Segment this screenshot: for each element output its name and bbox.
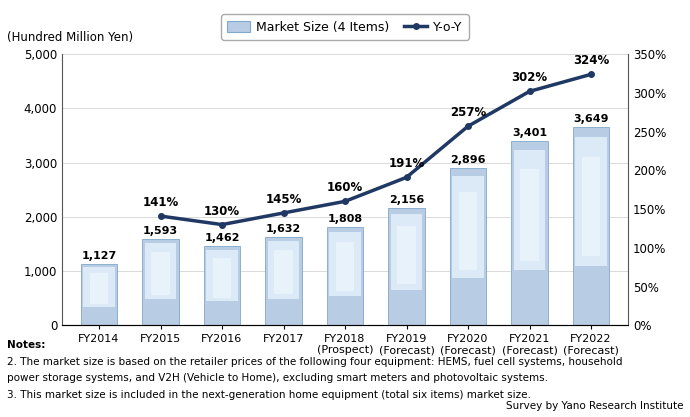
Text: 2,896: 2,896	[451, 155, 486, 165]
Bar	[326, 227, 364, 325]
Bar	[90, 273, 108, 304]
Text: power storage systems, and V2H (Vehicle to Home), excluding smart meters and pho: power storage systems, and V2H (Vehicle …	[7, 373, 548, 383]
Bar	[336, 242, 354, 291]
Text: Survey by Yano Research Institute: Survey by Yano Research Institute	[506, 401, 683, 411]
Bar	[83, 267, 115, 307]
Text: Notes:: Notes:	[7, 340, 46, 350]
Text: 3,401: 3,401	[512, 128, 547, 138]
Bar	[453, 176, 484, 278]
Text: 1,632: 1,632	[266, 224, 301, 234]
Bar	[391, 214, 422, 290]
Bar	[206, 250, 237, 301]
Bar	[573, 128, 609, 325]
Text: 1,462: 1,462	[204, 233, 239, 243]
Bar	[151, 252, 170, 295]
Bar	[268, 241, 299, 299]
Bar	[142, 239, 179, 325]
Bar	[514, 150, 545, 270]
Bar	[397, 226, 415, 284]
Text: 324%: 324%	[573, 54, 609, 68]
Text: 130%: 130%	[204, 205, 240, 218]
Text: 1,127: 1,127	[81, 251, 117, 261]
Text: 257%: 257%	[450, 106, 486, 119]
Bar	[145, 243, 176, 299]
Bar	[329, 232, 361, 296]
Bar	[459, 192, 477, 270]
Text: 1,593: 1,593	[143, 226, 178, 236]
Bar	[582, 157, 600, 256]
Bar	[204, 246, 240, 325]
Text: 141%: 141%	[142, 196, 179, 209]
Text: 302%: 302%	[511, 71, 548, 84]
Text: 160%: 160%	[327, 181, 363, 194]
Text: 3,649: 3,649	[573, 114, 609, 124]
Bar	[213, 258, 231, 297]
Bar	[81, 264, 117, 325]
Bar	[265, 237, 302, 325]
Text: 3. This market size is included in the next-generation home equipment (total six: 3. This market size is included in the n…	[7, 390, 531, 400]
Bar	[274, 250, 293, 294]
Bar	[520, 168, 539, 261]
Text: (Hundred Million Yen): (Hundred Million Yen)	[7, 31, 133, 44]
Bar	[450, 168, 486, 325]
Text: 191%: 191%	[388, 157, 424, 171]
Legend: Market Size (4 Items), Y-o-Y: Market Size (4 Items), Y-o-Y	[221, 14, 469, 40]
Bar	[575, 137, 607, 266]
Text: 2,156: 2,156	[389, 196, 424, 206]
Text: 1,808: 1,808	[328, 214, 362, 224]
Bar	[388, 208, 425, 325]
Text: 2. The market size is based on the retailer prices of the following four equipme: 2. The market size is based on the retai…	[7, 357, 622, 367]
Text: 145%: 145%	[266, 193, 302, 206]
Bar	[511, 141, 548, 325]
